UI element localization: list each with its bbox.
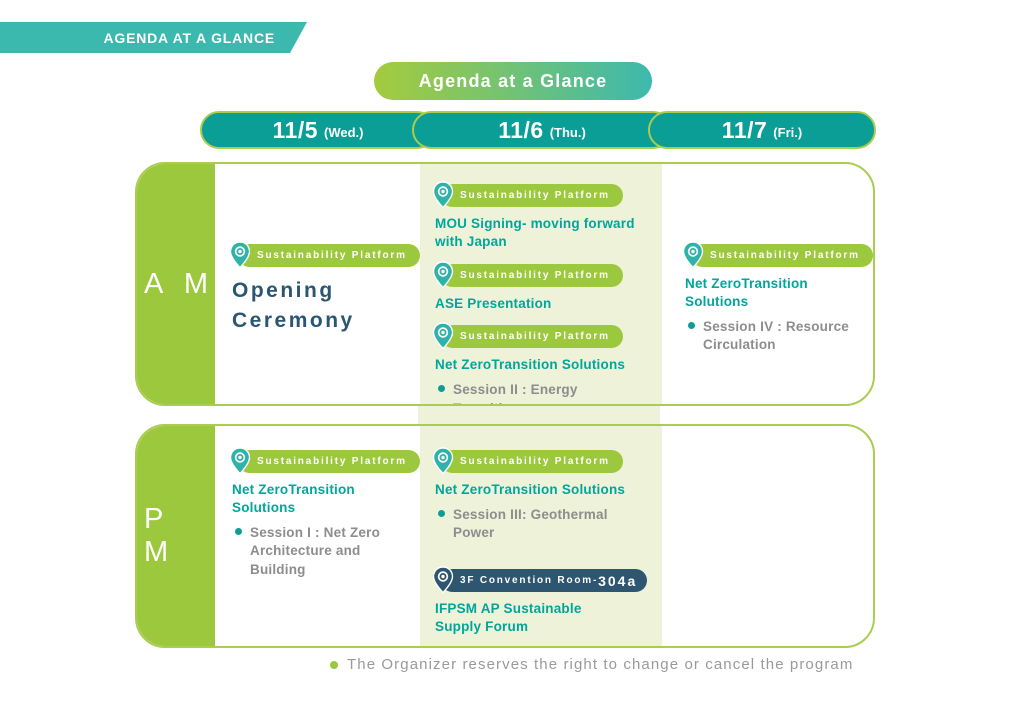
location-pin-icon bbox=[432, 447, 454, 475]
row-pm: P M Sustainability Platform Net ZeroTran… bbox=[135, 424, 875, 648]
event-netzero-session1: Sustainability Platform Net ZeroTransiti… bbox=[229, 447, 420, 580]
event-ifpsm-forum: 3F Convention Room- 304a IFPSM AP Sustai… bbox=[432, 566, 648, 636]
session-label: Session I : Net Zero Architecture and Bu… bbox=[250, 524, 381, 577]
page-title: Agenda at a Glance bbox=[374, 62, 652, 100]
event-title: Net ZeroTransition Solutions bbox=[685, 276, 808, 309]
footer-disclaimer: The Organizer reserves the right to chan… bbox=[330, 656, 853, 673]
weekday-label: (Wed.) bbox=[324, 125, 364, 140]
cell-am-wed: Sustainability Platform Opening Ceremony bbox=[215, 164, 420, 404]
location-pin-icon bbox=[229, 241, 251, 269]
cell-pm-thu: Sustainability Platform Net ZeroTransiti… bbox=[420, 426, 662, 646]
location-pin-icon bbox=[432, 322, 454, 350]
bullet-dot-icon bbox=[330, 661, 338, 669]
venue-label: 3F Convention Room- bbox=[460, 575, 599, 587]
session-item: Session IV : Resource Circulation bbox=[688, 318, 873, 355]
venue-pill: Sustainability Platform bbox=[432, 322, 623, 350]
cell-am-thu: Sustainability Platform MOU Signing- mov… bbox=[420, 164, 662, 404]
row-am-label: A M bbox=[137, 164, 215, 404]
row-am: A M Sustainability Platform Opening Cere… bbox=[135, 162, 875, 406]
venue-label: Sustainability Platform bbox=[257, 250, 407, 261]
venue-pill-convention-room: 3F Convention Room- 304a bbox=[432, 566, 648, 594]
cell-pm-wed: Sustainability Platform Net ZeroTransiti… bbox=[215, 426, 420, 646]
event-title: Net ZeroTransition Solutions bbox=[232, 482, 355, 515]
session-item: Session III: Geothermal Power bbox=[438, 506, 648, 543]
session-label: Session IV : Resource Circulation bbox=[703, 318, 850, 353]
event-title: MOU Signing- moving forward with Japan bbox=[435, 216, 635, 249]
venue-pill: Sustainability Platform bbox=[432, 447, 623, 475]
venue-label: Sustainability Platform bbox=[460, 269, 610, 281]
session-item: Session II : Energy Transition bbox=[438, 381, 648, 404]
bullet-dot-icon bbox=[235, 527, 242, 535]
venue-label: Sustainability Platform bbox=[460, 456, 610, 467]
date-header-wed: 11/5 (Wed.) bbox=[200, 111, 436, 149]
bullet-dot-icon bbox=[438, 509, 445, 517]
venue-label: Sustainability Platform bbox=[460, 190, 610, 201]
bullet-dot-icon bbox=[688, 321, 695, 329]
event-ase-presentation: Sustainability Platform ASE Presentation bbox=[432, 260, 648, 313]
row-pm-label: P M bbox=[137, 426, 215, 646]
session-label: Session II : Energy Transition bbox=[453, 382, 578, 404]
corner-banner-label: AGENDA AT A GLANCE bbox=[103, 29, 275, 46]
venue-pill: Sustainability Platform bbox=[432, 181, 623, 209]
middle-column-band bbox=[418, 404, 660, 426]
venue-pill: Sustainability Platform bbox=[229, 241, 420, 269]
date-label: 11/7 bbox=[721, 116, 768, 143]
location-pin-icon bbox=[229, 447, 251, 475]
venue-label: Sustainability Platform bbox=[710, 250, 860, 261]
venue-pill: Sustainability Platform bbox=[432, 260, 623, 289]
event-title: ASE Presentation bbox=[435, 295, 552, 311]
event-opening-ceremony: Sustainability Platform Opening Ceremony bbox=[229, 241, 420, 336]
event-mou-signing: Sustainability Platform MOU Signing- mov… bbox=[432, 181, 648, 251]
venue-pill: Sustainability Platform bbox=[229, 447, 420, 475]
date-header-thu: 11/6 (Thu.) bbox=[412, 111, 672, 149]
event-title: Opening Ceremony bbox=[232, 279, 355, 332]
date-label: 11/6 bbox=[498, 116, 544, 143]
date-header-fri: 11/7 (Fri.) bbox=[648, 111, 876, 149]
weekday-label: (Thu.) bbox=[549, 125, 586, 140]
event-title: Net ZeroTransition Solutions bbox=[435, 357, 626, 373]
event-netzero-session3: Sustainability Platform Net ZeroTransiti… bbox=[432, 447, 648, 543]
room-number-label: 304a bbox=[598, 572, 638, 589]
venue-pill: Sustainability Platform bbox=[682, 241, 873, 269]
event-netzero-session4: Sustainability Platform Net ZeroTransiti… bbox=[682, 241, 873, 355]
location-pin-icon bbox=[432, 566, 454, 594]
date-header-row: 11/5 (Wed.) 11/6 (Thu.) 11/7 (Fri.) bbox=[200, 111, 876, 149]
corner-banner: AGENDA AT A GLANCE bbox=[0, 22, 307, 53]
venue-label: Sustainability Platform bbox=[460, 331, 610, 343]
session-item: Session I : Net Zero Architecture and Bu… bbox=[235, 524, 412, 580]
date-label: 11/5 bbox=[272, 116, 318, 143]
cell-pm-fri bbox=[662, 426, 873, 646]
page-title-label: Agenda at a Glance bbox=[418, 70, 608, 91]
location-pin-icon bbox=[432, 260, 454, 289]
event-netzero-session2: Sustainability Platform Net ZeroTransiti… bbox=[432, 322, 648, 404]
event-title: IFPSM AP Sustainable Supply Forum bbox=[435, 601, 582, 634]
weekday-label: (Fri.) bbox=[773, 125, 803, 140]
location-pin-icon bbox=[432, 181, 454, 209]
venue-label: Sustainability Platform bbox=[257, 456, 407, 467]
location-pin-icon bbox=[682, 241, 704, 269]
event-title: Net ZeroTransition Solutions bbox=[435, 482, 626, 497]
session-label: Session III: Geothermal Power bbox=[453, 506, 608, 541]
cell-am-fri: Sustainability Platform Net ZeroTransiti… bbox=[662, 164, 873, 404]
bullet-dot-icon bbox=[438, 385, 445, 393]
disclaimer-text: The Organizer reserves the right to chan… bbox=[347, 656, 854, 673]
